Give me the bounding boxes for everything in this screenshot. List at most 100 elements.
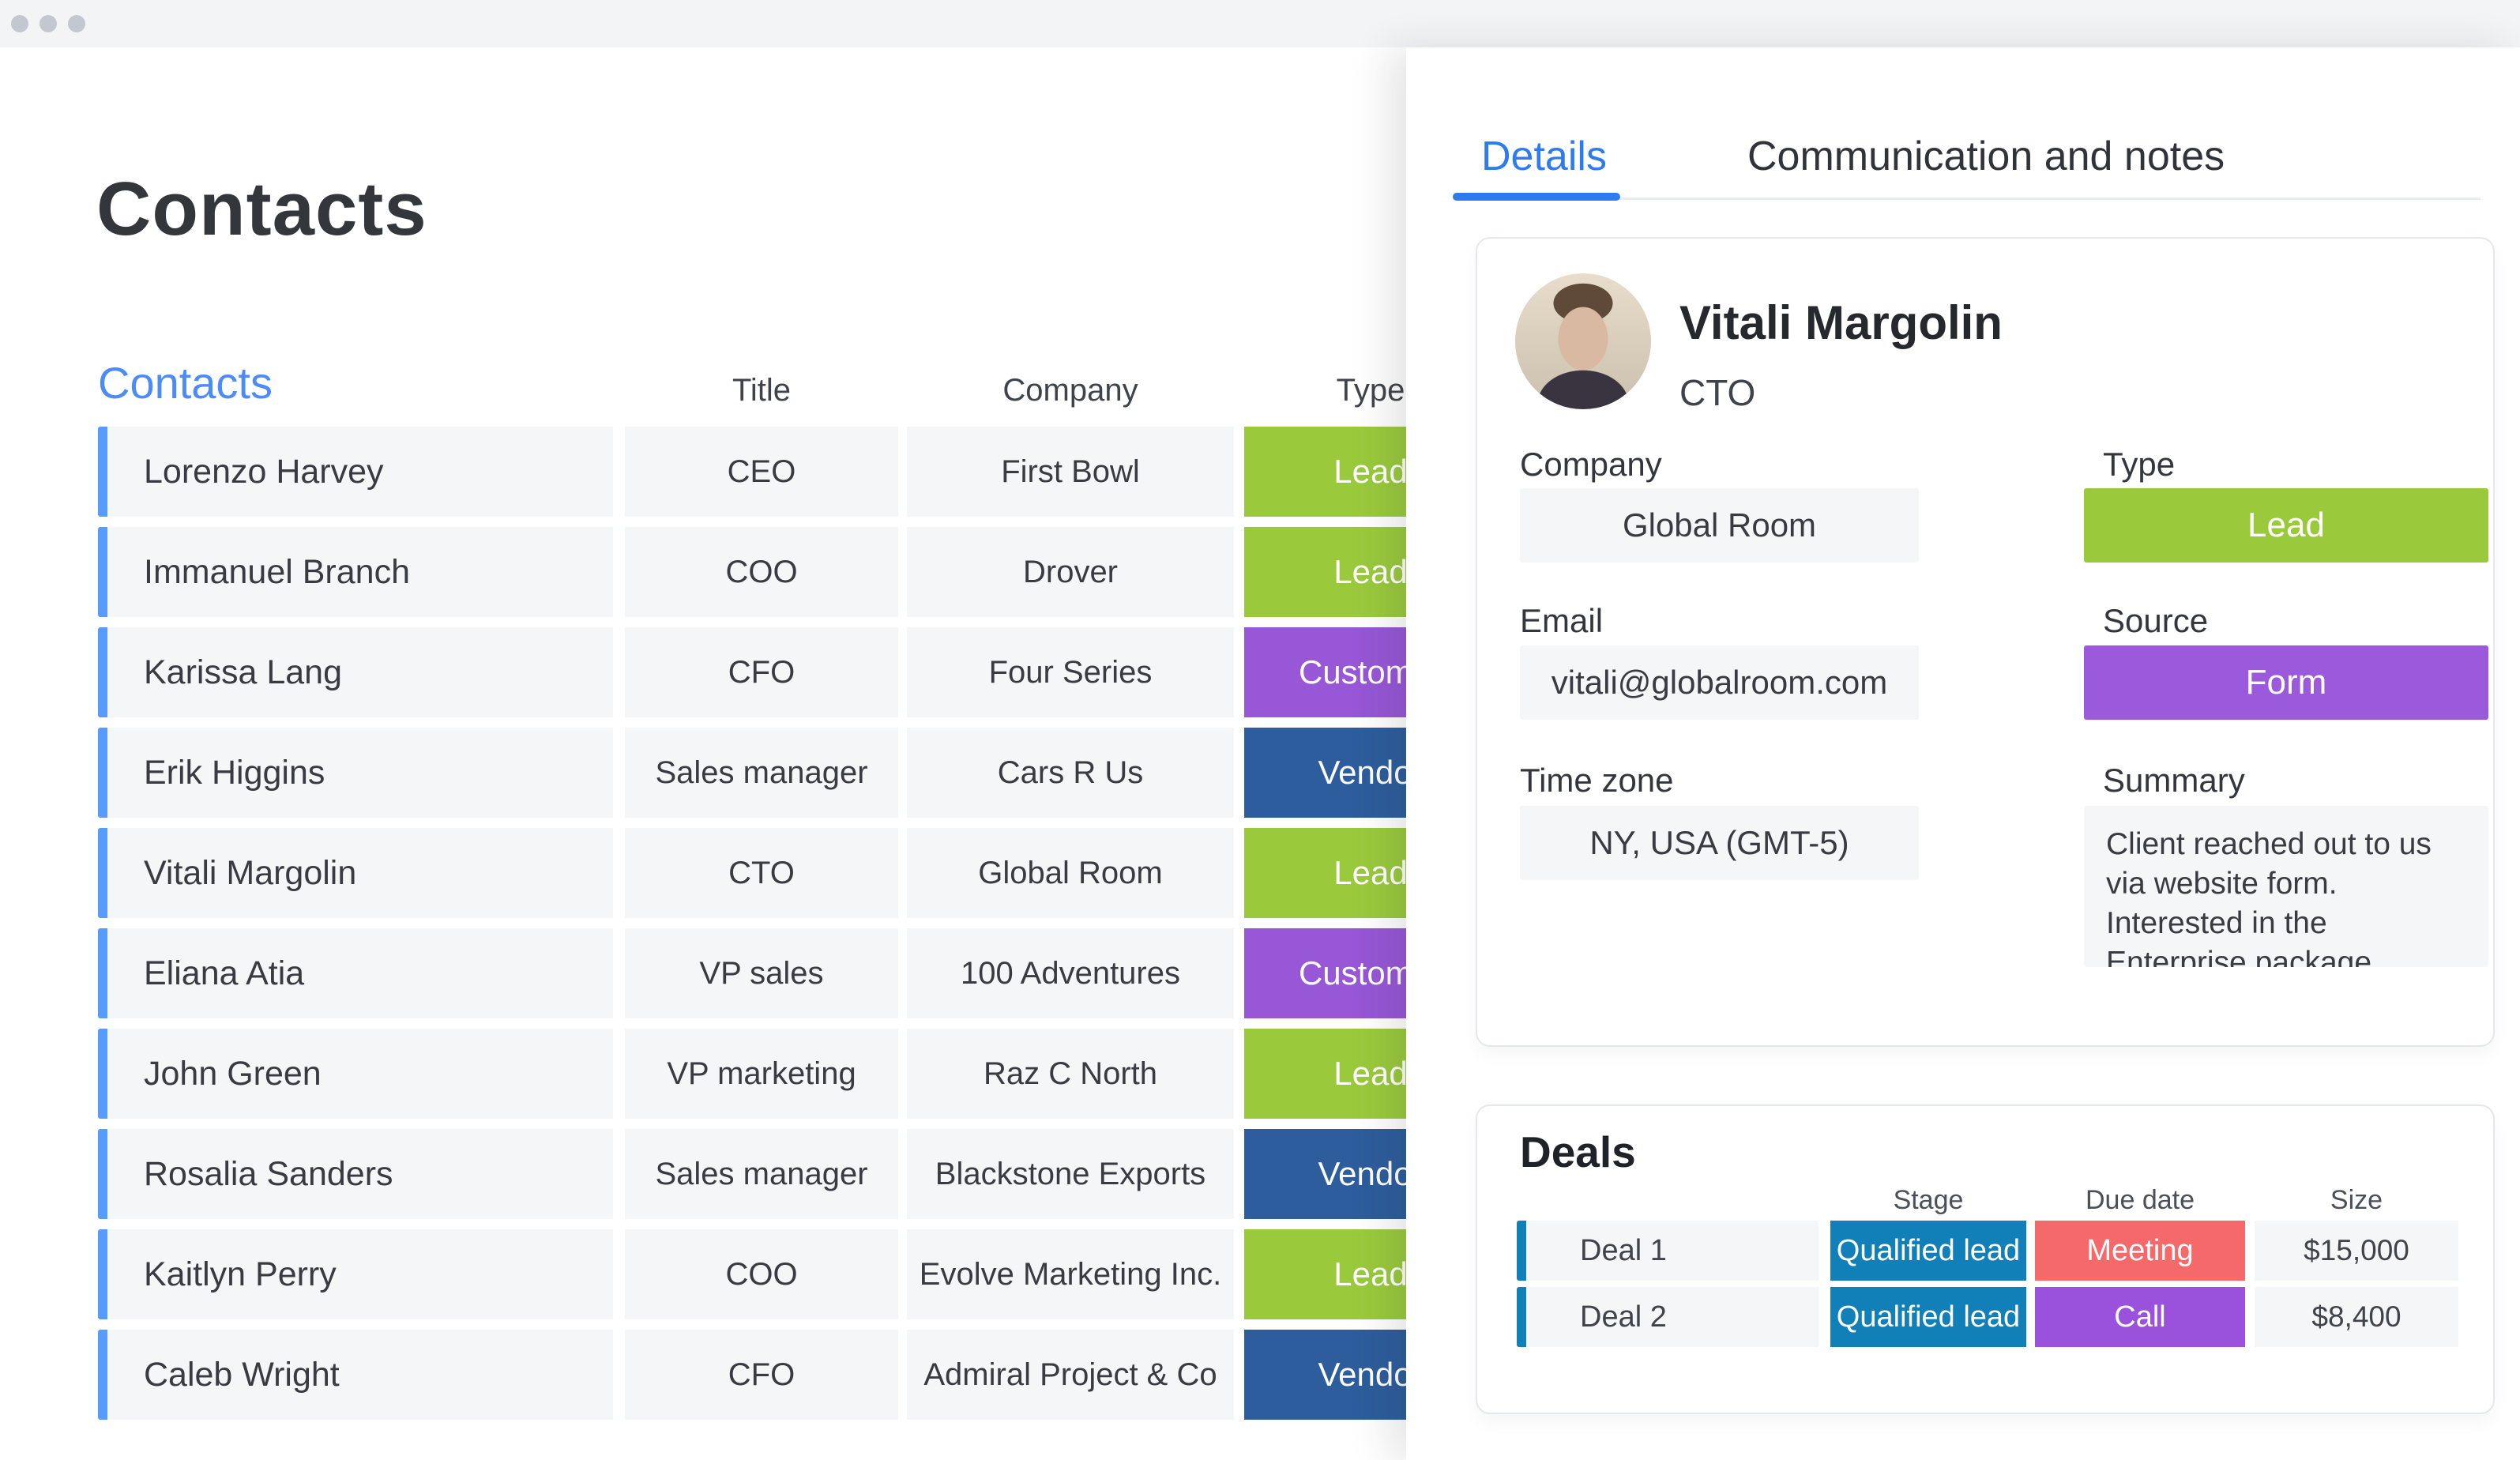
contact-company-cell[interactable]: Admiral Project & Co — [907, 1330, 1234, 1420]
contact-name-cell[interactable]: Rosalia Sanders — [107, 1129, 613, 1219]
contact-type-chip[interactable]: Customer — [1244, 627, 1406, 717]
table-row[interactable]: Erik Higgins Sales manager Cars R Us Ven… — [98, 728, 1406, 818]
row-accent-bar — [98, 928, 107, 1018]
contact-detail-panel: Details Communication and notes Vitali M… — [1406, 47, 2520, 1460]
company-field-label: Company — [1520, 446, 1662, 483]
contact-title-cell[interactable]: Sales manager — [625, 728, 898, 818]
contact-title-cell[interactable]: CFO — [625, 627, 898, 717]
deal-stage-chip[interactable]: Qualified lead — [1830, 1287, 2026, 1347]
contact-company-cell[interactable]: Cars R Us — [907, 728, 1234, 818]
window-control-dot[interactable] — [39, 15, 57, 32]
contact-type-chip[interactable]: Customer — [1244, 928, 1406, 1018]
contact-type-chip[interactable]: Lead — [1244, 427, 1406, 517]
timezone-field-value[interactable]: NY, USA (GMT-5) — [1520, 806, 1919, 880]
deal-due-date-chip[interactable]: Call — [2035, 1287, 2245, 1347]
table-row[interactable]: Vitali Margolin CTO Global Room Lead — [98, 828, 1406, 918]
contact-company-cell[interactable]: Drover — [907, 527, 1234, 617]
contact-name-cell[interactable]: Caleb Wright — [107, 1330, 613, 1420]
table-row[interactable]: Caleb Wright CFO Admiral Project & Co Ve… — [98, 1330, 1406, 1420]
deal-accent-bar — [1517, 1287, 1526, 1347]
contact-type-chip[interactable]: Vendor — [1244, 728, 1406, 818]
column-header-company: Company — [1002, 372, 1138, 408]
deal-row[interactable]: Deal 2 Qualified lead Call $8,400 — [1517, 1287, 2458, 1347]
contact-title-cell[interactable]: CFO — [625, 1330, 898, 1420]
deals-column-header-size: Size — [2330, 1184, 2383, 1215]
window-titlebar — [0, 0, 2520, 47]
contact-name-cell[interactable]: Immanuel Branch — [107, 527, 613, 617]
table-row[interactable]: Immanuel Branch COO Drover Lead — [98, 527, 1406, 617]
deal-accent-bar — [1517, 1221, 1526, 1281]
contact-name-cell[interactable]: Vitali Margolin — [107, 828, 613, 918]
row-accent-bar — [98, 1129, 107, 1219]
contact-name-cell[interactable]: Karissa Lang — [107, 627, 613, 717]
table-row[interactable]: Lorenzo Harvey CEO First Bowl Lead — [98, 427, 1406, 517]
contact-type-chip[interactable]: Lead — [1244, 828, 1406, 918]
column-header-title: Title — [732, 372, 792, 408]
row-accent-bar — [98, 1330, 107, 1420]
tab-communication-and-notes[interactable]: Communication and notes — [1747, 134, 2225, 179]
contact-company-cell[interactable]: Blackstone Exports — [907, 1129, 1234, 1219]
window-control-dot[interactable] — [68, 15, 85, 32]
deals-column-header-due-date: Due date — [2086, 1184, 2195, 1215]
table-row[interactable]: John Green VP marketing Raz C North Lead — [98, 1029, 1406, 1119]
contact-company-cell[interactable]: Four Series — [907, 627, 1234, 717]
email-field-value[interactable]: vitali@globalroom.com — [1520, 645, 1919, 720]
contact-details-card: Vitali Margolin CTO Company Global Room … — [1476, 237, 2495, 1047]
summary-field-value[interactable]: Client reached out to us via website for… — [2084, 806, 2488, 967]
contact-title-cell[interactable]: VP marketing — [625, 1029, 898, 1119]
type-field-chip[interactable]: Lead — [2084, 488, 2488, 563]
contact-company-cell[interactable]: 100 Adventures — [907, 928, 1234, 1018]
deals-card: Deals Stage Due date Size Deal 1 Qualifi… — [1476, 1104, 2495, 1414]
contact-name-cell[interactable]: Lorenzo Harvey — [107, 427, 613, 517]
contact-type-chip[interactable]: Vendor — [1244, 1129, 1406, 1219]
deal-row[interactable]: Deal 1 Qualified lead Meeting $15,000 — [1517, 1221, 2458, 1281]
summary-field-label: Summary — [2103, 762, 2245, 799]
group-title[interactable]: Contacts — [98, 358, 273, 408]
source-field-label: Source — [2103, 602, 2209, 639]
contact-company-cell[interactable]: Global Room — [907, 828, 1234, 918]
contact-type-chip[interactable]: Vendor — [1244, 1330, 1406, 1420]
deals-title: Deals — [1520, 1127, 1636, 1176]
contact-avatar — [1515, 273, 1651, 409]
row-accent-bar — [98, 427, 107, 517]
contact-title-cell[interactable]: Sales manager — [625, 1129, 898, 1219]
contact-company-cell[interactable]: Evolve Marketing Inc. — [907, 1229, 1234, 1319]
contact-name-cell[interactable]: Erik Higgins — [107, 728, 613, 818]
row-accent-bar — [98, 828, 107, 918]
contact-type-chip[interactable]: Lead — [1244, 527, 1406, 617]
contact-company-cell[interactable]: Raz C North — [907, 1029, 1234, 1119]
contact-name-cell[interactable]: Eliana Atia — [107, 928, 613, 1018]
table-row[interactable]: Karissa Lang CFO Four Series Customer — [98, 627, 1406, 717]
table-row[interactable]: Kaitlyn Perry COO Evolve Marketing Inc. … — [98, 1229, 1406, 1319]
contact-name-cell[interactable]: John Green — [107, 1029, 613, 1119]
contacts-board: Contacts Contacts Title Company Type Lor… — [0, 47, 1406, 1460]
deals-table: Deal 1 Qualified lead Meeting $15,000 De… — [1517, 1221, 2458, 1353]
source-field-chip[interactable]: Form — [2084, 645, 2488, 720]
contact-title-cell[interactable]: VP sales — [625, 928, 898, 1018]
contact-type-chip[interactable]: Lead — [1244, 1229, 1406, 1319]
deals-column-header-stage: Stage — [1893, 1184, 1964, 1215]
tab-divider — [1453, 198, 2481, 200]
window-control-dot[interactable] — [11, 15, 28, 32]
contact-type-chip[interactable]: Lead — [1244, 1029, 1406, 1119]
table-row[interactable]: Eliana Atia VP sales 100 Adventures Cust… — [98, 928, 1406, 1018]
row-accent-bar — [98, 728, 107, 818]
deal-name-cell[interactable]: Deal 1 — [1526, 1221, 1819, 1281]
contact-name-cell[interactable]: Kaitlyn Perry — [107, 1229, 613, 1319]
contact-title-cell[interactable]: COO — [625, 1229, 898, 1319]
contact-role: CTO — [1679, 372, 1756, 413]
company-field-value[interactable]: Global Room — [1520, 488, 1919, 563]
contact-name: Vitali Margolin — [1679, 296, 2003, 349]
deal-size-cell[interactable]: $15,000 — [2255, 1221, 2458, 1281]
tab-details[interactable]: Details — [1481, 134, 1607, 179]
contact-company-cell[interactable]: First Bowl — [907, 427, 1234, 517]
row-accent-bar — [98, 527, 107, 617]
contact-title-cell[interactable]: CTO — [625, 828, 898, 918]
table-row[interactable]: Rosalia Sanders Sales manager Blackstone… — [98, 1129, 1406, 1219]
deal-size-cell[interactable]: $8,400 — [2255, 1287, 2458, 1347]
deal-stage-chip[interactable]: Qualified lead — [1830, 1221, 2026, 1281]
contact-title-cell[interactable]: CEO — [625, 427, 898, 517]
deal-name-cell[interactable]: Deal 2 — [1526, 1287, 1819, 1347]
contact-title-cell[interactable]: COO — [625, 527, 898, 617]
deal-due-date-chip[interactable]: Meeting — [2035, 1221, 2245, 1281]
